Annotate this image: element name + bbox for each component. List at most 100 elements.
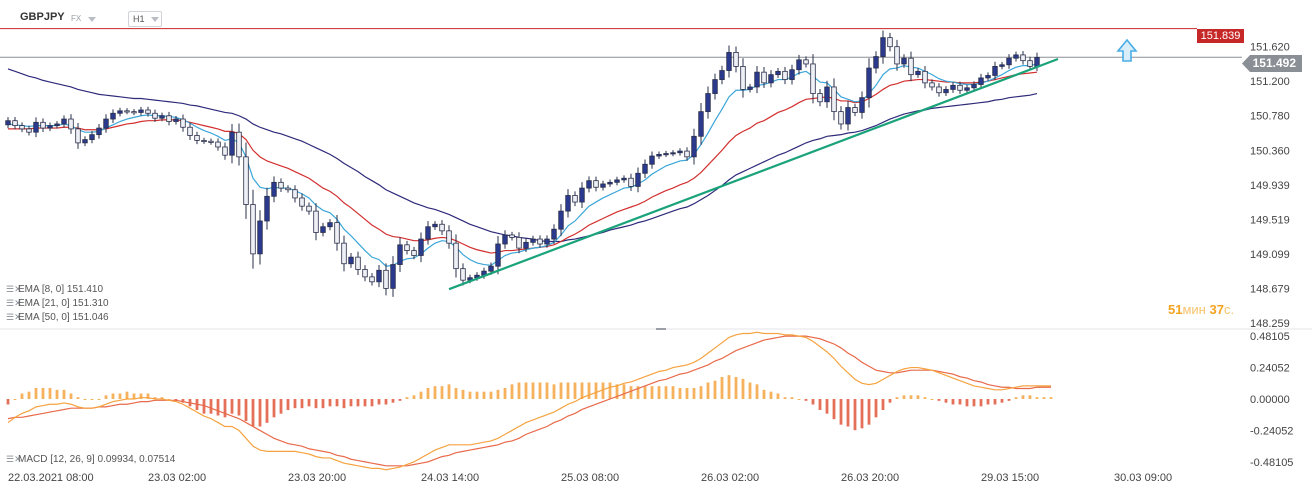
macd-histogram-bar [1049,397,1053,399]
settings-icon[interactable]: ☰✕ [6,454,22,464]
macd-histogram-bar [510,384,514,399]
macd-histogram-bar [790,397,794,399]
macd-histogram-bar [447,384,451,399]
macd-histogram-bar [384,399,388,405]
candle-body [194,135,200,141]
candle-body [817,93,823,103]
legend-ema8[interactable]: ☰✕EMA [8, 0] 151.410 [6,284,104,295]
macd-histogram-bar [783,397,787,399]
macd-histogram-bar [34,387,38,399]
candle-body [243,156,249,205]
macd-histogram-bar [307,399,311,407]
macd-histogram-bar [426,387,430,399]
candle-body [89,134,95,140]
macd-histogram-bar [111,393,115,399]
candle-body [257,220,263,255]
macd-histogram-bar [1021,395,1025,399]
candle-body [691,135,697,158]
macd-histogram-bar [258,399,262,427]
macd-histogram-bar [566,382,570,399]
candle-body [369,276,375,283]
symbol-dropdown-icon[interactable] [88,17,96,22]
candle-body [425,226,431,240]
macd-histogram-bar [160,397,164,399]
x-tick-label: 25.03 08:00 [561,472,619,484]
macd-histogram-bar [349,399,353,407]
candle-body [929,82,935,88]
candle-body [859,97,865,113]
chevron-down-icon [151,17,159,22]
candle-body [747,86,753,90]
y-tick-label: 151.620 [1250,42,1290,54]
candle-body [810,63,816,94]
candle-body [33,121,39,133]
macd-histogram-bar [1007,399,1011,401]
candle-body [565,195,571,212]
candle-body [775,70,781,76]
settings-icon[interactable]: ☰✕ [6,312,22,322]
macd-histogram-bar [125,391,129,399]
macd-histogram-bar [531,382,535,399]
macd-histogram-bar [699,386,703,399]
legend-ema50[interactable]: ☰✕EMA [50, 0] 151.046 [6,312,109,323]
macd-histogram-bar [230,399,234,414]
candle-body [320,226,326,233]
macd-histogram-bar [377,399,381,405]
macd-histogram-bar [622,384,626,399]
legend-ema21[interactable]: ☰✕EMA [21, 0] 151.310 [6,298,109,309]
settings-icon[interactable]: ☰✕ [6,298,22,308]
candle-body [999,64,1005,67]
y-tick-label: 150.780 [1250,111,1290,123]
candle-body [271,181,277,197]
x-tick-label: 23.03 20:00 [288,472,346,484]
candle-body [600,183,606,188]
candle-body [845,107,851,125]
buy-arrow-icon [1116,38,1138,62]
timeframe-select[interactable]: H1 [128,11,162,27]
resistance-price-badge: 151.839 [1197,29,1244,43]
candle-body [488,265,494,272]
ema21-line [8,71,1038,254]
candle-body [614,179,620,183]
macd-y-tick-label: -0.24052 [1250,425,1293,437]
macd-histogram-bar [601,382,605,399]
candle-body [880,37,886,57]
candle-body [523,241,529,249]
macd-histogram-bar [986,399,990,405]
macd-histogram-bar [328,399,332,407]
candle-body [621,177,627,181]
legend-macd[interactable]: ☰✕MACD [12, 26, 9] 0.09934, 0.07514 [6,454,176,465]
macd-histogram-bar [720,376,724,399]
candle-body [75,128,81,144]
candle-body [292,189,298,199]
macd-y-tick-label: 0.00000 [1250,394,1290,406]
macd-histogram-bar [461,389,465,399]
macd-histogram-bar [139,393,143,399]
macd-histogram-bar [132,393,136,399]
candle-body [355,256,361,270]
macd-histogram-bar [832,399,836,420]
macd-histogram-bar [118,393,122,399]
macd-histogram-bar [237,399,241,416]
macd-histogram-bar [664,386,668,399]
macd-histogram-bar [587,382,591,399]
macd-histogram-bar [538,382,542,399]
candle-body [537,238,543,245]
macd-histogram-bar [223,399,227,418]
macd-histogram-bar [692,387,696,399]
macd-histogram-bar [846,399,850,427]
macd-histogram-bar [454,387,458,399]
candle-body [558,210,564,230]
symbol-label[interactable]: GBPJPY [20,11,65,23]
macd-histogram-bar [265,399,269,423]
settings-icon[interactable]: ☰✕ [6,284,22,294]
candle-body [5,120,11,126]
macd-histogram-bar [412,395,416,399]
candle-body [439,223,445,232]
candle-body [19,125,25,130]
macd-histogram-bar [937,399,941,401]
candle-body [943,89,949,94]
candle-body [838,111,844,125]
candle-body [68,118,74,130]
